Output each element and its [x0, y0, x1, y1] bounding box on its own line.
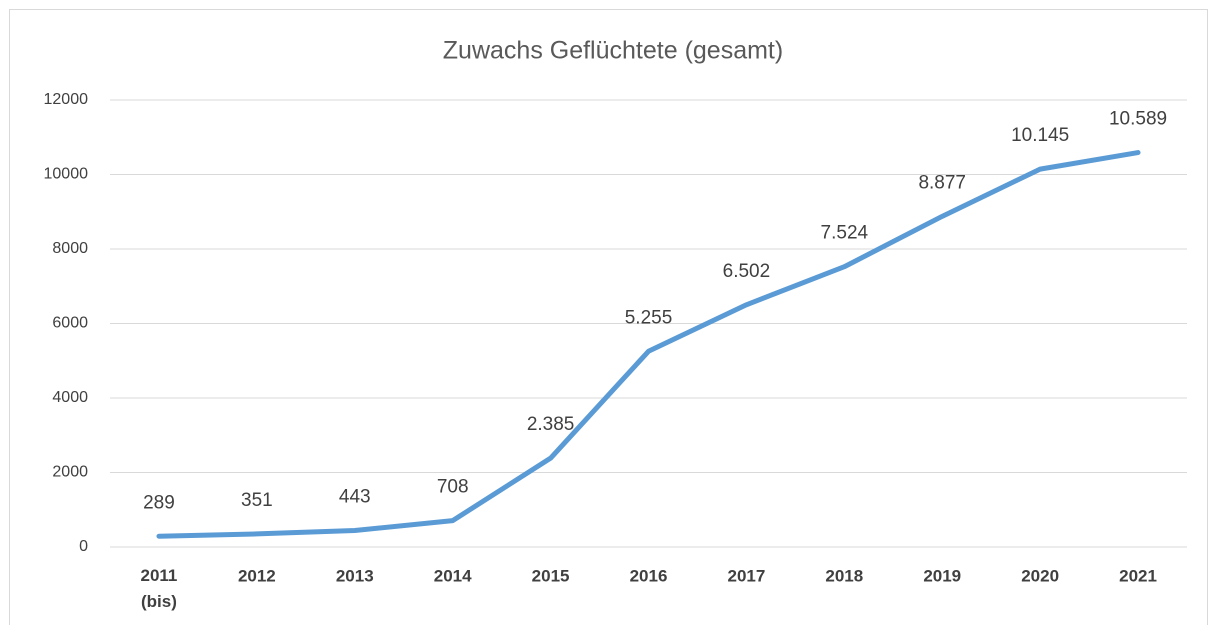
x-tick-label: 2016 [630, 566, 668, 585]
x-tick-label: 2020 [1021, 566, 1059, 585]
y-tick-label: 12000 [44, 91, 89, 108]
y-tick-label: 4000 [52, 389, 88, 406]
x-tick-label: 2017 [727, 566, 765, 585]
chart-frame [9, 9, 1208, 625]
data-label: 8.877 [918, 172, 966, 193]
data-label: 708 [437, 477, 469, 498]
x-tick-label: 2014 [434, 566, 472, 585]
data-label: 351 [241, 490, 273, 511]
x-tick-label: 2018 [825, 566, 863, 585]
data-label: 6.502 [723, 261, 771, 282]
y-tick-label: 10000 [44, 166, 89, 183]
y-tick-label: 0 [79, 538, 88, 555]
x-tick-label: 2011 (bis) [141, 566, 178, 611]
y-tick-label: 2000 [52, 464, 88, 481]
line [156, 150, 1141, 539]
data-label: 10.145 [1011, 125, 1069, 146]
x-tick-label: 2019 [923, 566, 961, 585]
chart-title: Zuwachs Geflüchtete (gesamt) [443, 37, 783, 65]
x-tick-label: 2015 [532, 566, 570, 585]
x-tick-label: 2013 [336, 566, 374, 585]
data-label: 10.589 [1109, 109, 1167, 130]
y-tick-label: 8000 [52, 240, 88, 257]
data-label: 7.524 [821, 223, 869, 244]
data-label: 289 [143, 492, 175, 513]
data-label: 443 [339, 487, 371, 508]
data-label: 2.385 [527, 414, 575, 435]
x-tick-label: 2012 [238, 566, 276, 585]
x-tick-label: 2021 [1119, 566, 1157, 585]
y-tick-label: 6000 [52, 315, 88, 332]
data-label: 5.255 [625, 307, 673, 328]
